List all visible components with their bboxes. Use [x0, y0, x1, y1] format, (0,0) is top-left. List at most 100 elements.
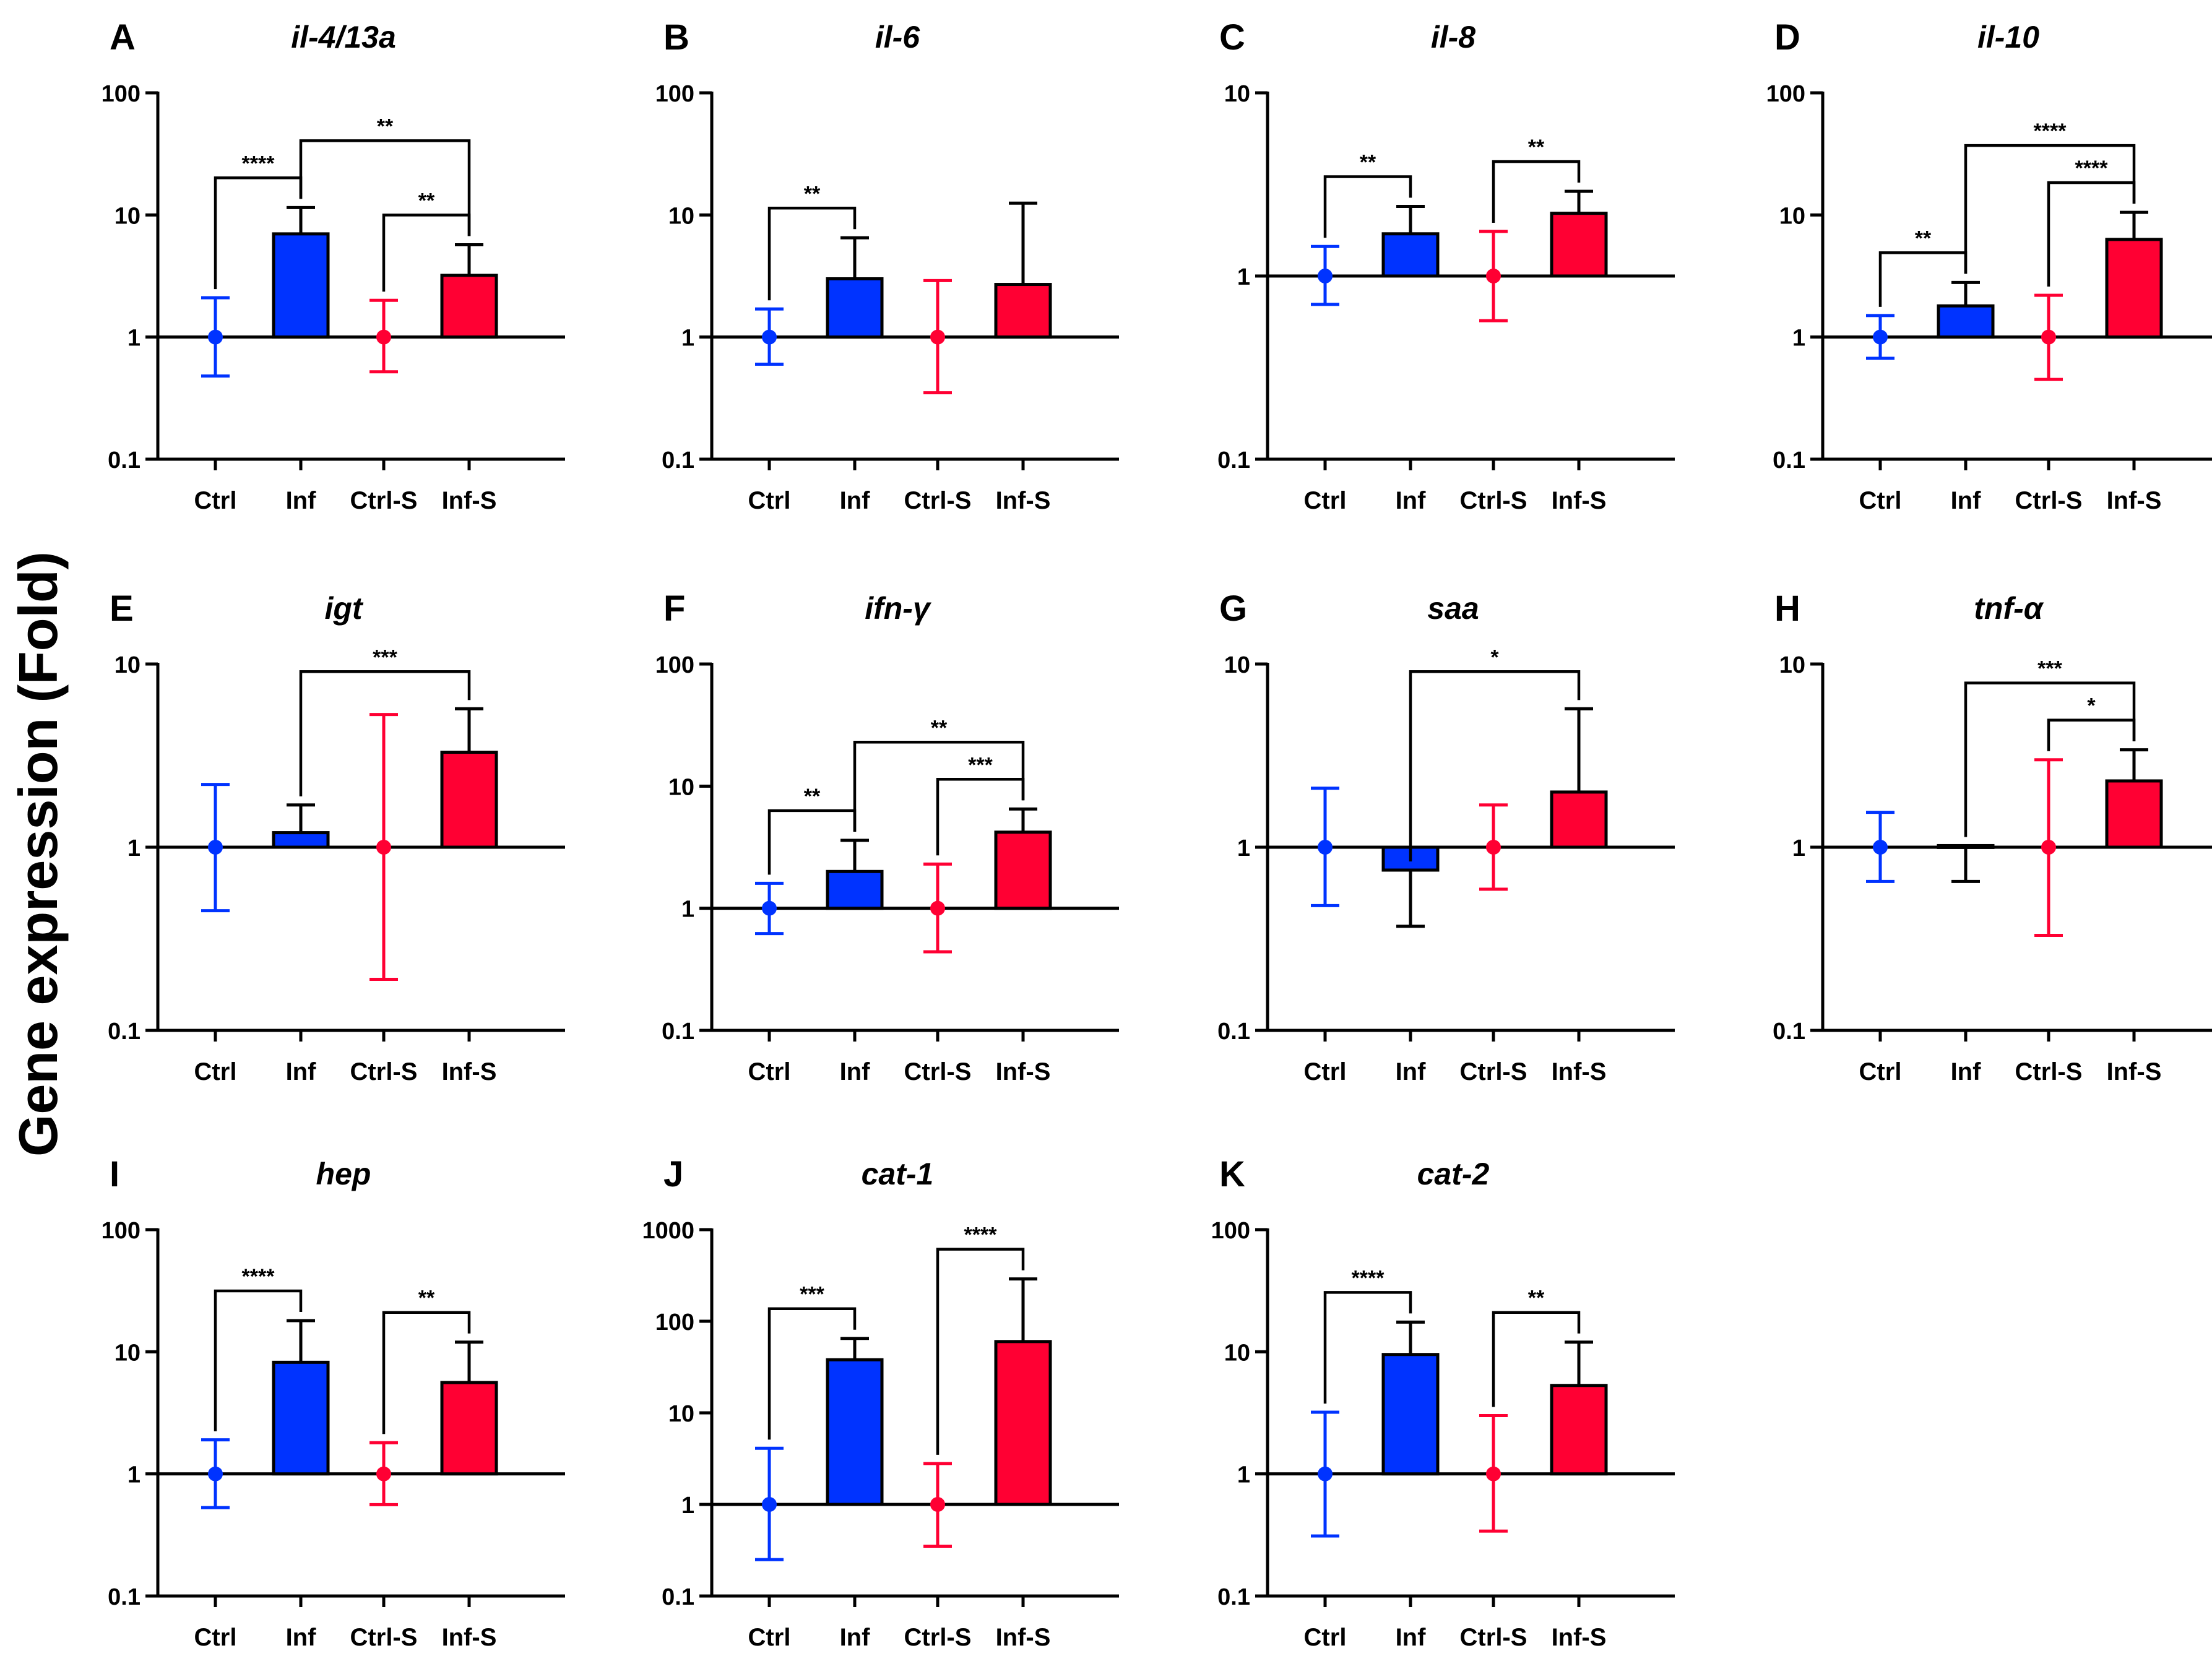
- significance-label: **: [1528, 1287, 1545, 1310]
- significance-label: *: [1490, 645, 1499, 669]
- y-tick-label: 0.1: [108, 447, 140, 473]
- y-tick-label: 0.1: [108, 1584, 140, 1610]
- data-point: [208, 840, 223, 855]
- bar: [440, 751, 498, 849]
- data-point: [1318, 840, 1333, 855]
- panel-title: cat-1: [862, 1157, 934, 1191]
- significance-label: ****: [242, 152, 275, 175]
- data-point: [1873, 840, 1888, 855]
- panel-title: saa: [1427, 591, 1479, 626]
- significance-bracket: [2047, 718, 2136, 751]
- significance-label: *: [2087, 694, 2096, 718]
- x-tick-label: Inf-S: [996, 1624, 1051, 1651]
- significance-label: **: [1360, 150, 1376, 174]
- y-tick-label: 1: [1237, 264, 1250, 290]
- y-tick-label: 10: [1224, 652, 1250, 678]
- x-tick-label: Inf-S: [996, 487, 1051, 514]
- x-tick-label: Ctrl: [748, 1624, 791, 1651]
- panel-title: il-10: [1977, 20, 2039, 54]
- bar: [2105, 779, 2163, 849]
- y-tick-label: 0.1: [108, 1019, 140, 1045]
- data-point: [1486, 840, 1501, 855]
- y-tick-label: 1: [127, 835, 140, 861]
- y-tick-label: 1: [681, 1493, 694, 1519]
- y-tick-label: 10: [1224, 1340, 1250, 1366]
- data-point: [762, 900, 777, 916]
- bar: [994, 1340, 1052, 1506]
- panel-title: igt: [324, 591, 363, 626]
- significance-bracket: [1323, 1291, 1412, 1404]
- significance-label: **: [804, 182, 821, 205]
- y-tick-label: 100: [655, 1309, 694, 1335]
- panel-letter: E: [110, 589, 134, 629]
- bar: [994, 830, 1052, 910]
- panel-title: il-8: [1431, 20, 1475, 54]
- bar: [1550, 1384, 1608, 1476]
- data-point: [2041, 840, 2056, 855]
- data-point: [762, 329, 777, 345]
- y-tick-label: 0.1: [1773, 1019, 1805, 1045]
- y-tick-label: 0.1: [1217, 1584, 1250, 1610]
- significance-label: ****: [964, 1223, 998, 1247]
- bar: [1550, 790, 1608, 849]
- significance-label: **: [804, 785, 821, 808]
- significance-label: ****: [242, 1265, 275, 1288]
- y-tick-label: 0.1: [1217, 1019, 1250, 1045]
- bar: [440, 274, 498, 339]
- bar: [826, 1358, 884, 1506]
- y-tick-label: 0.1: [662, 1584, 694, 1610]
- bar: [272, 831, 330, 849]
- x-tick-label: Ctrl-S: [350, 1624, 418, 1651]
- y-tick-label: 1: [1237, 1462, 1250, 1488]
- data-point: [762, 1497, 777, 1512]
- y-tick-label: 10: [668, 774, 694, 800]
- x-tick-label: Ctrl-S: [904, 1624, 972, 1651]
- x-tick-label: Ctrl: [1859, 487, 1902, 514]
- x-tick-label: Ctrl: [1304, 1058, 1347, 1085]
- significance-label: **: [418, 1287, 435, 1310]
- data-point: [1486, 269, 1501, 283]
- data-point: [376, 840, 391, 855]
- x-tick-label: Ctrl: [1859, 1058, 1902, 1085]
- x-tick-label: Inf: [1951, 487, 1982, 514]
- y-tick-label: 10: [114, 203, 140, 229]
- panel-title: il-4/13a: [291, 20, 396, 54]
- y-tick-label: 0.1: [662, 1019, 694, 1045]
- bar: [1550, 212, 1608, 278]
- x-tick-label: Inf-S: [442, 1058, 497, 1085]
- panel-title: hep: [316, 1157, 371, 1191]
- x-tick-label: Ctrl: [748, 487, 791, 514]
- significance-bracket: [936, 1248, 1025, 1455]
- x-tick-label: Inf: [840, 487, 871, 514]
- bar: [1381, 232, 1440, 278]
- y-tick-label: 10: [1779, 203, 1805, 229]
- significance-label: ****: [2034, 119, 2067, 143]
- significance-label: **: [377, 114, 394, 138]
- x-tick-label: Ctrl-S: [904, 487, 972, 514]
- data-point: [1318, 269, 1333, 283]
- y-tick-label: 1000: [642, 1218, 694, 1244]
- significance-bracket: [853, 741, 1025, 832]
- data-point: [930, 1497, 945, 1512]
- significance-bracket: [1964, 144, 2136, 274]
- significance-label: ***: [2037, 657, 2062, 681]
- bar: [440, 1381, 498, 1476]
- bar: [272, 232, 330, 339]
- x-tick-label: Inf: [1396, 1624, 1427, 1651]
- y-tick-label: 100: [1766, 81, 1805, 107]
- y-tick-label: 10: [1779, 652, 1805, 678]
- bar: [2105, 238, 2163, 339]
- x-tick-label: Ctrl-S: [2015, 1058, 2083, 1085]
- y-tick-label: 10: [114, 652, 140, 678]
- x-tick-label: Inf-S: [1552, 487, 1607, 514]
- significance-bracket: [1409, 670, 1581, 861]
- significance-bracket: [299, 139, 471, 236]
- significance-bracket: [767, 207, 857, 301]
- x-tick-label: Ctrl: [748, 1058, 791, 1085]
